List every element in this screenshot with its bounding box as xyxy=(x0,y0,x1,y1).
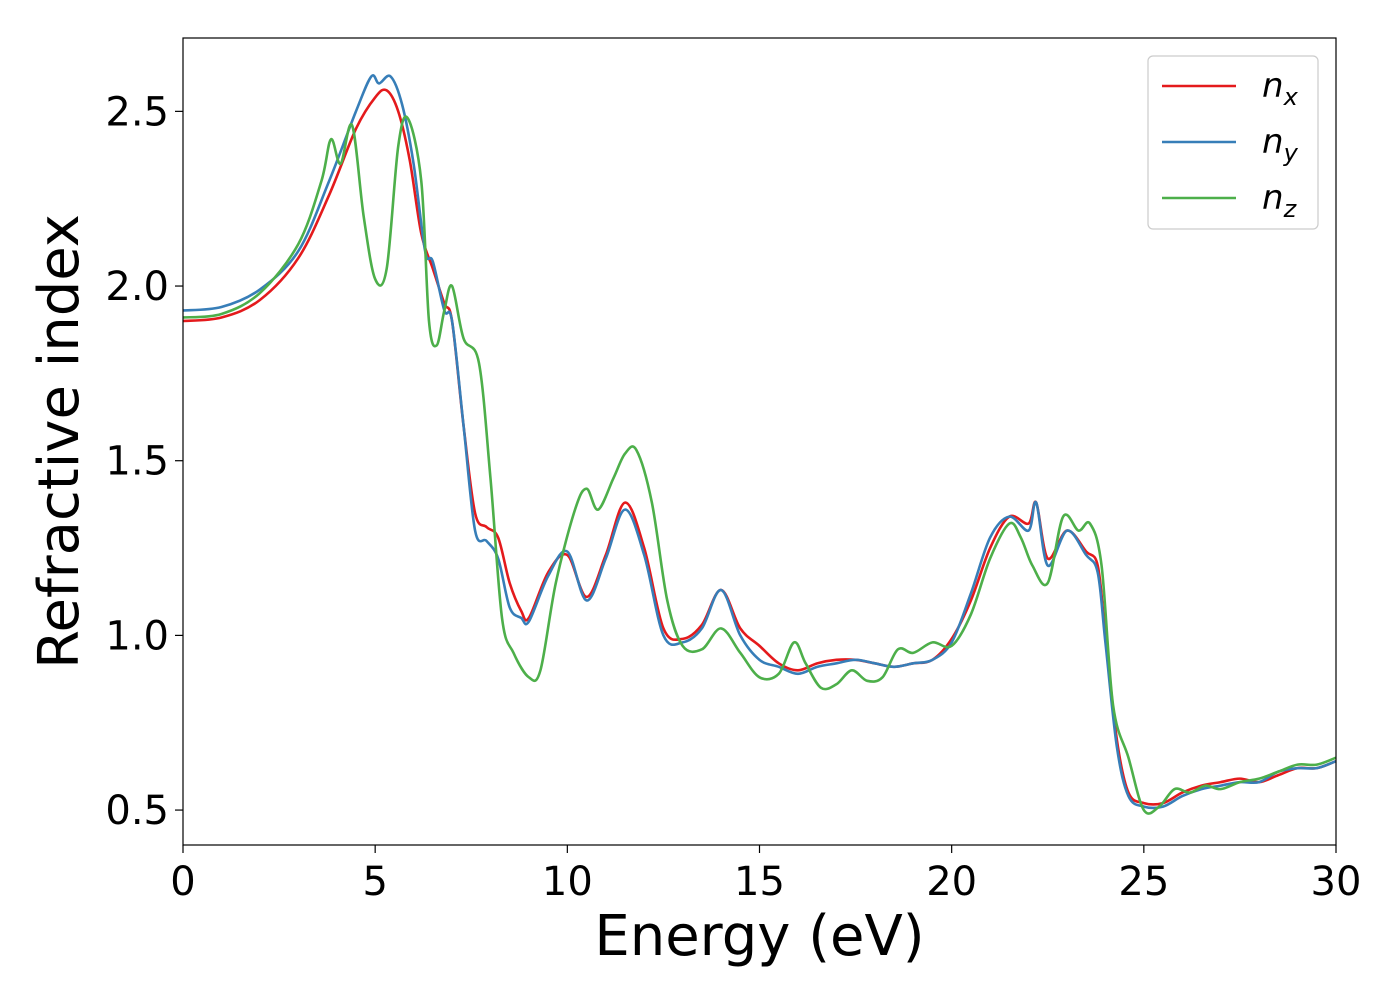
y-tick-label: 0.5 xyxy=(105,788,169,834)
legend: nx ny nz xyxy=(1147,55,1319,230)
x-axis-title: Energy (eV) xyxy=(594,904,924,969)
series-line-nx xyxy=(183,88,1336,806)
y-tick-label: 2.5 xyxy=(105,89,169,135)
series-line-nz xyxy=(183,115,1336,815)
x-tick-label: 30 xyxy=(1311,859,1362,905)
y-axis-ticks: 0.5 1.0 1.5 2.0 2.5 xyxy=(105,89,183,834)
y-tick-label: 1.5 xyxy=(105,439,169,485)
x-tick-label: 10 xyxy=(542,859,593,905)
y-tick-label: 2.0 xyxy=(105,264,169,310)
x-tick-label: 0 xyxy=(170,859,195,905)
x-axis-ticks: 0 5 10 15 20 25 30 xyxy=(170,845,1361,905)
x-tick-label: 20 xyxy=(926,859,977,905)
series-layer xyxy=(183,74,1336,815)
y-tick-label: 1.0 xyxy=(105,613,169,659)
y-axis-title: Refractive index xyxy=(27,214,92,669)
x-tick-label: 5 xyxy=(362,859,387,905)
legend-label-ny: ny xyxy=(1262,122,1299,167)
legend-label-nx: nx xyxy=(1262,66,1299,111)
x-tick-label: 25 xyxy=(1118,859,1169,905)
x-tick-label: 15 xyxy=(734,859,785,905)
legend-label-nz: nz xyxy=(1262,178,1298,223)
